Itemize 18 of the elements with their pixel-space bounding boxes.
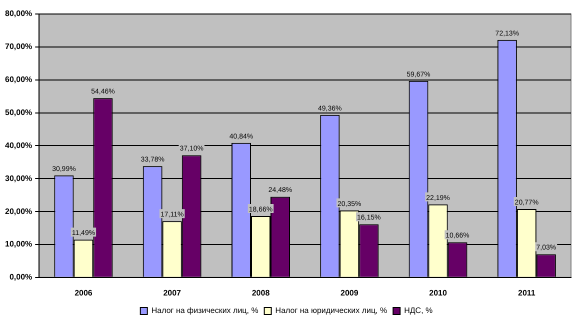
x-tick-label: 2007	[163, 288, 182, 298]
y-tick-label: 0,00%	[9, 272, 32, 282]
y-tick-label: 40,00%	[4, 140, 32, 150]
x-tick-label: 2010	[429, 288, 448, 298]
x-tick-label: 2006	[74, 288, 93, 298]
x-tick-label: 2008	[252, 288, 270, 298]
y-tick-label: 60,00%	[4, 75, 32, 84]
y-tick-label: 20,00%	[4, 206, 32, 216]
x-tick-label: 2009	[340, 288, 359, 298]
x-tick-label: 2011	[518, 288, 536, 298]
y-tick-label: 50,00%	[4, 108, 32, 117]
y-tick-label: 30,00%	[4, 174, 32, 183]
legend-label: НДС, %	[404, 306, 433, 316]
y-tick-label: 70,00%	[4, 42, 32, 52]
y-tick-label: 80,00%	[4, 9, 32, 18]
y-tick-label: 10,00%	[4, 240, 32, 249]
legend-label: Налог на юридических лиц, %	[275, 306, 388, 316]
legend-label: Налог на физических лиц, %	[151, 306, 258, 316]
